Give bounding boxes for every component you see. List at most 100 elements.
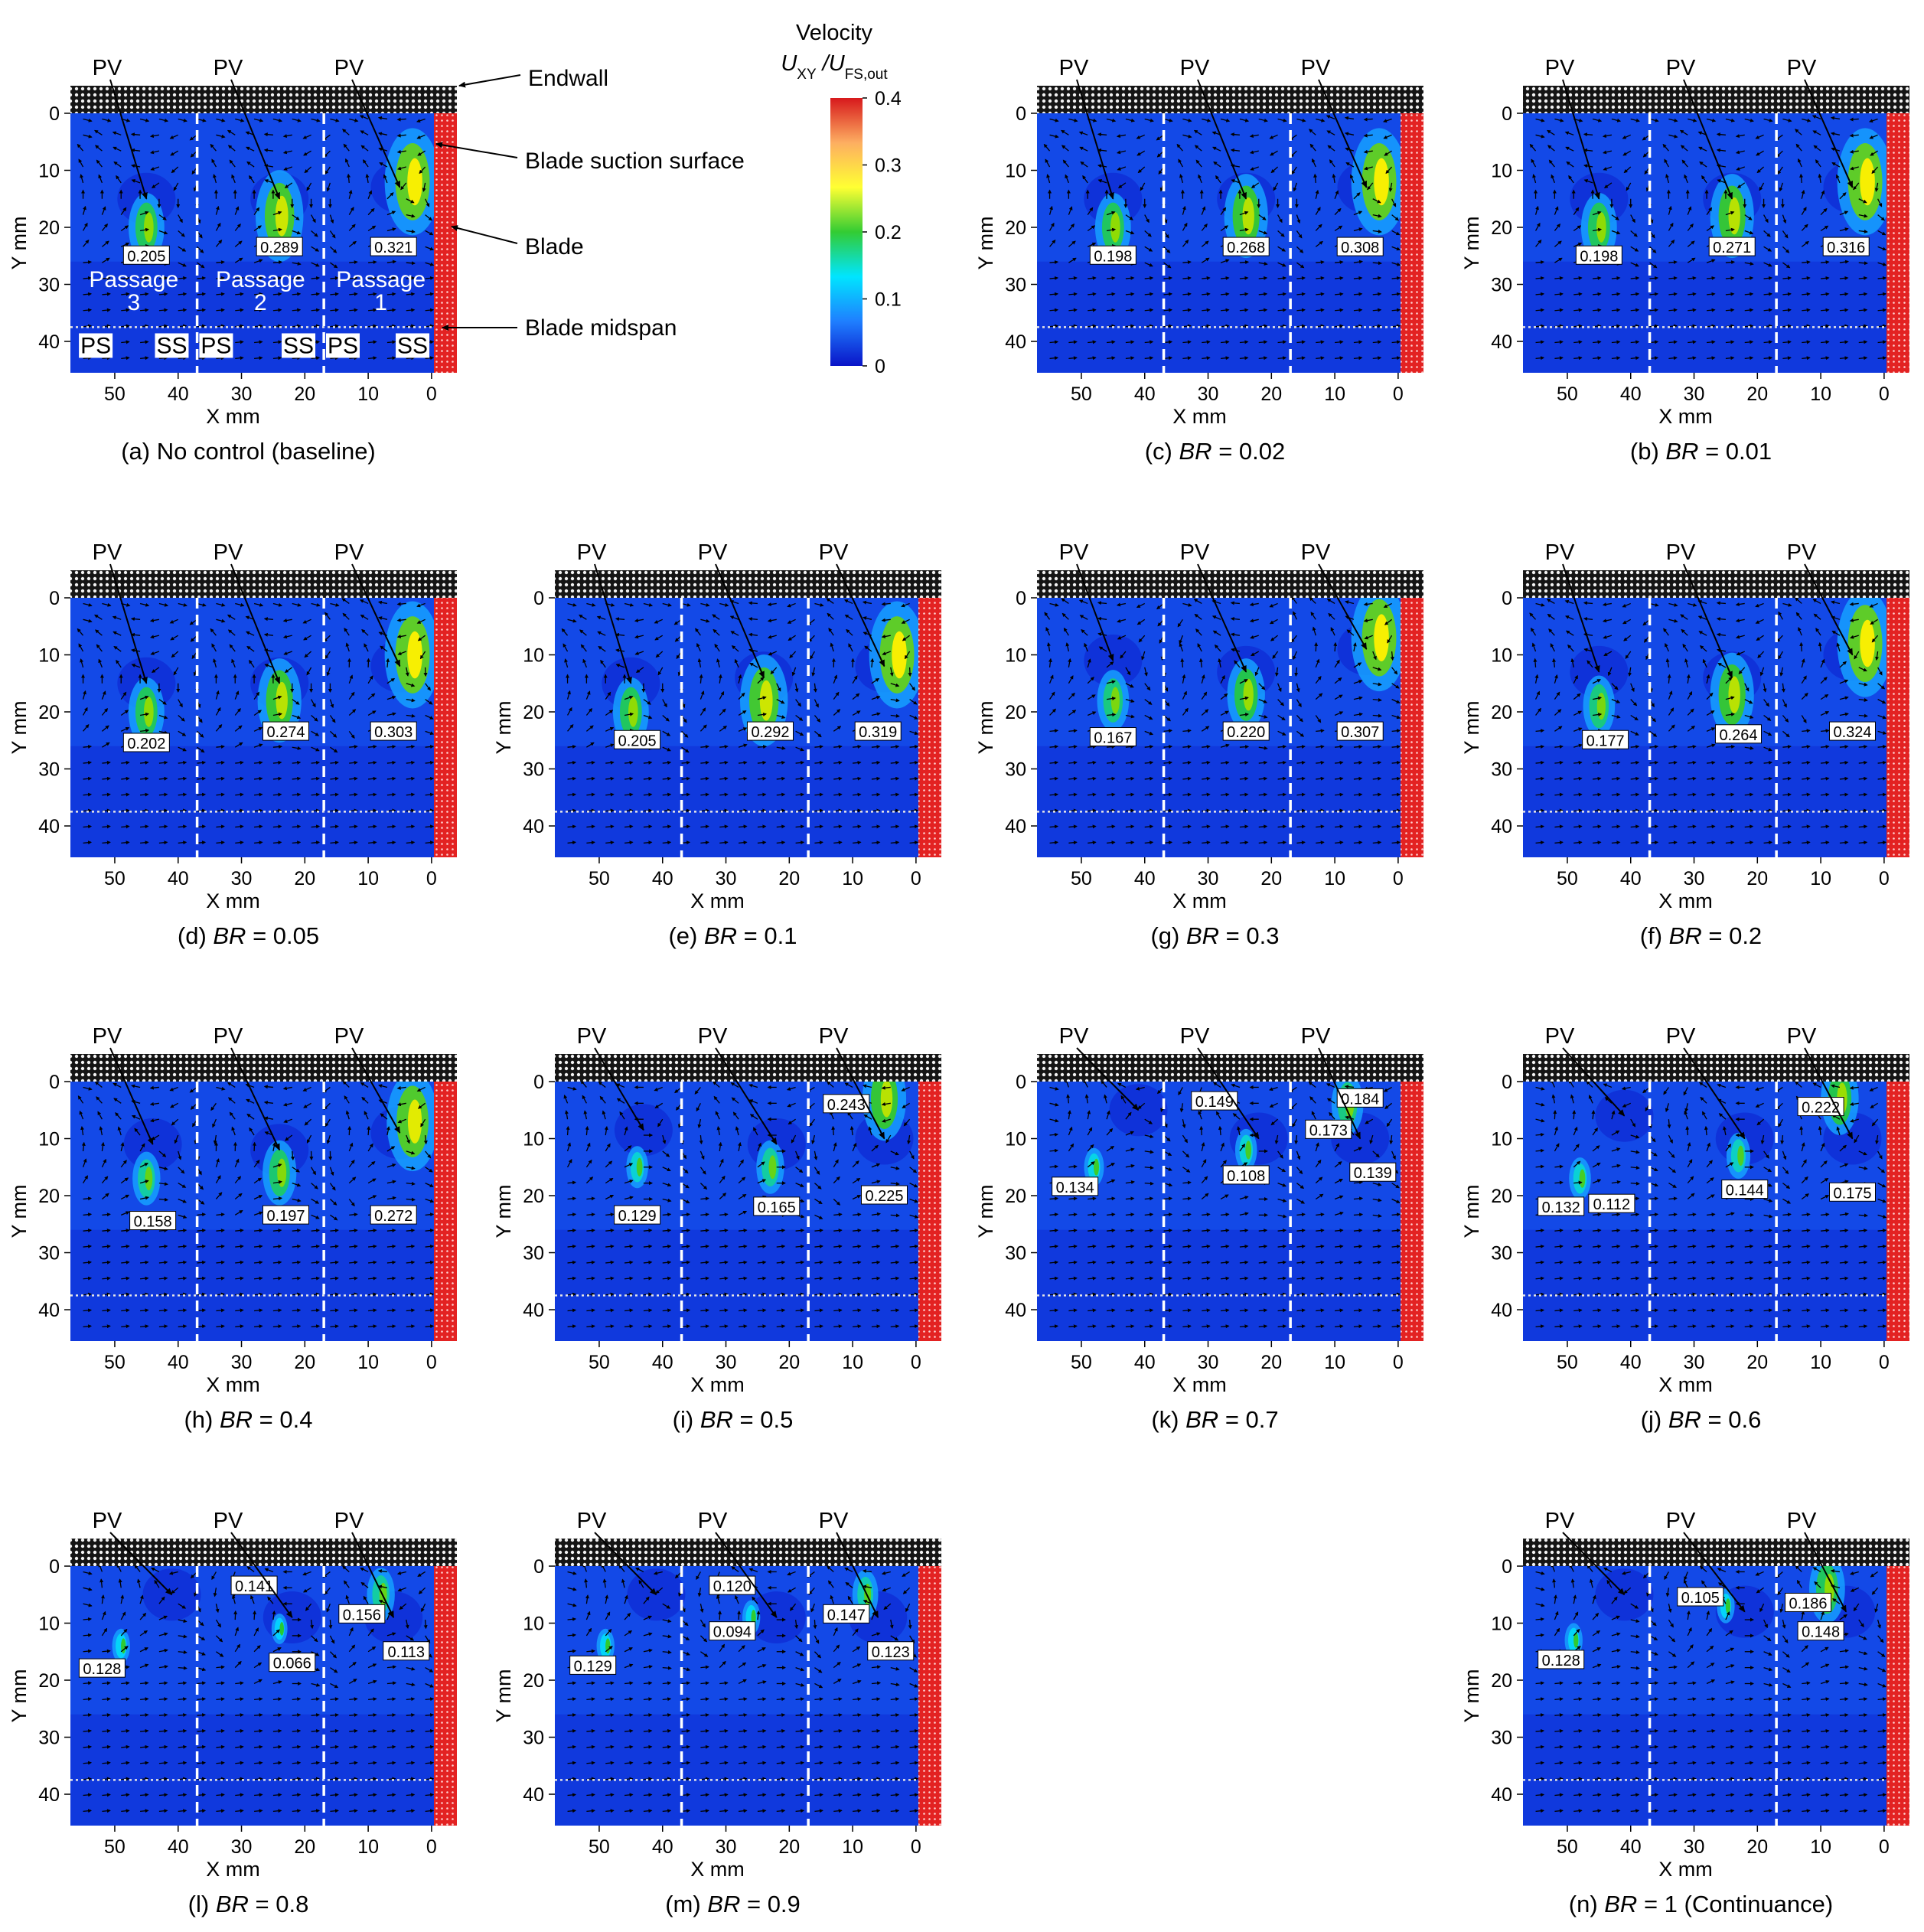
velocity-vector [235, 340, 244, 344]
velocity-vector [254, 340, 263, 344]
blade-strip [1401, 113, 1423, 373]
velocity-vector [292, 214, 300, 220]
max-velocity-label: 0.175 [1833, 1185, 1871, 1202]
velocity-vector [253, 225, 263, 232]
velocity-vector [417, 150, 426, 156]
velocity-vector [368, 324, 377, 328]
velocity-jet-core [276, 681, 288, 720]
velocity-vector [158, 214, 167, 220]
velocity-vector [386, 259, 396, 264]
velocity-vector [234, 206, 240, 215]
y-tick-label: 30 [523, 1728, 544, 1749]
x-tick-label: 20 [1746, 383, 1768, 405]
x-tick-label: 40 [168, 1836, 189, 1858]
y-axis-label: Y mm [1460, 700, 1483, 754]
max-velocity-label: 0.129 [574, 1658, 612, 1675]
caption-prefix: (d) [178, 922, 214, 949]
velocity-vector [330, 262, 338, 269]
velocity-vector [216, 260, 225, 265]
y-tick-label: 10 [1491, 645, 1512, 667]
caption-prefix: (c) [1145, 438, 1179, 465]
velocity-vector [324, 166, 331, 175]
velocity-vector [229, 159, 236, 168]
y-axis-label: Y mm [492, 700, 515, 754]
velocity-vector [311, 356, 321, 361]
y-tick-label: 20 [38, 1186, 60, 1207]
endwall-bar [1037, 570, 1423, 598]
max-velocity-label: 0.272 [374, 1208, 413, 1225]
velocity-vector [171, 166, 179, 174]
caption-br: BR [213, 922, 246, 949]
velocity-vector [386, 340, 396, 344]
velocity-vector [748, 601, 758, 605]
velocity-vector [101, 240, 109, 247]
max-velocity-label: 0.158 [134, 1214, 172, 1231]
y-tick-label: 20 [1491, 217, 1512, 239]
x-tick-label: 0 [1393, 383, 1404, 405]
caption-prefix: (f) [1640, 922, 1669, 949]
y-tick-label: 10 [523, 1129, 544, 1150]
velocity-jet-core [407, 158, 422, 206]
velocity-vector [178, 262, 187, 267]
velocity-jet-core [1374, 614, 1389, 661]
velocity-vector [150, 150, 160, 155]
velocity-jet-core [636, 1157, 643, 1176]
endwall-bar [555, 1539, 941, 1566]
velocity-vector [348, 207, 354, 215]
velocity-vector [213, 174, 217, 184]
velocity-vector [158, 324, 168, 328]
y-tick-label: 10 [1005, 161, 1026, 182]
velocity-vector [419, 166, 426, 175]
pv-label: PV [819, 540, 849, 565]
x-tick-label: 0 [426, 868, 437, 889]
pv-label: PV [214, 1509, 243, 1533]
x-tick-label: 40 [1620, 868, 1642, 889]
max-velocity-label: 0.198 [1580, 248, 1618, 265]
x-tick-label: 30 [231, 1352, 253, 1373]
pv-label: PV [1059, 56, 1089, 80]
max-velocity-label: 0.321 [374, 240, 413, 256]
pv-label: PV [334, 1509, 364, 1533]
y-tick-label: 40 [1005, 816, 1026, 837]
x-tick-label: 50 [104, 383, 126, 405]
velocity-vector [329, 230, 336, 239]
velocity-vector [406, 324, 416, 328]
y-tick-label: 20 [1491, 702, 1512, 723]
max-velocity-label: 0.268 [1227, 240, 1265, 256]
caption-br: BR [1186, 922, 1219, 949]
velocity-vector [98, 174, 103, 184]
x-tick-label: 10 [357, 868, 379, 889]
x-tick-label: 30 [1198, 383, 1219, 405]
pv-label: PV [577, 1509, 607, 1533]
velocity-vector [383, 174, 388, 184]
velocity-vector [120, 225, 129, 232]
x-tick-label: 50 [104, 868, 126, 889]
velocity-vector [77, 143, 84, 152]
y-axis-label: Y mm [492, 1184, 515, 1238]
velocity-vector [425, 198, 430, 207]
x-tick-label: 20 [1746, 1352, 1768, 1373]
x-tick-label: 20 [294, 383, 315, 405]
max-velocity-label: 0.120 [713, 1578, 752, 1595]
velocity-vector [406, 214, 416, 218]
x-tick-label: 30 [1684, 1352, 1705, 1373]
velocity-vector [311, 292, 321, 296]
passage-number: 1 [374, 290, 387, 315]
velocity-jet-core [1728, 676, 1740, 713]
x-axis-label: X mm [690, 889, 745, 912]
velocity-vector [234, 240, 243, 247]
pv-label: PV [1301, 56, 1331, 80]
velocity-vector [113, 146, 122, 152]
velocity-vector [365, 173, 370, 183]
y-tick-label: 30 [1491, 1243, 1512, 1265]
x-tick-label: 0 [1879, 383, 1890, 405]
max-velocity-label: 0.108 [1227, 1168, 1265, 1185]
side-label-box [199, 333, 233, 358]
velocity-vector [82, 222, 88, 231]
y-tick-label: 0 [49, 1556, 60, 1578]
side-label: SS [397, 333, 428, 358]
velocity-vector [131, 179, 141, 184]
max-velocity-label: 0.205 [618, 733, 657, 749]
x-tick-label: 0 [1879, 1352, 1890, 1373]
